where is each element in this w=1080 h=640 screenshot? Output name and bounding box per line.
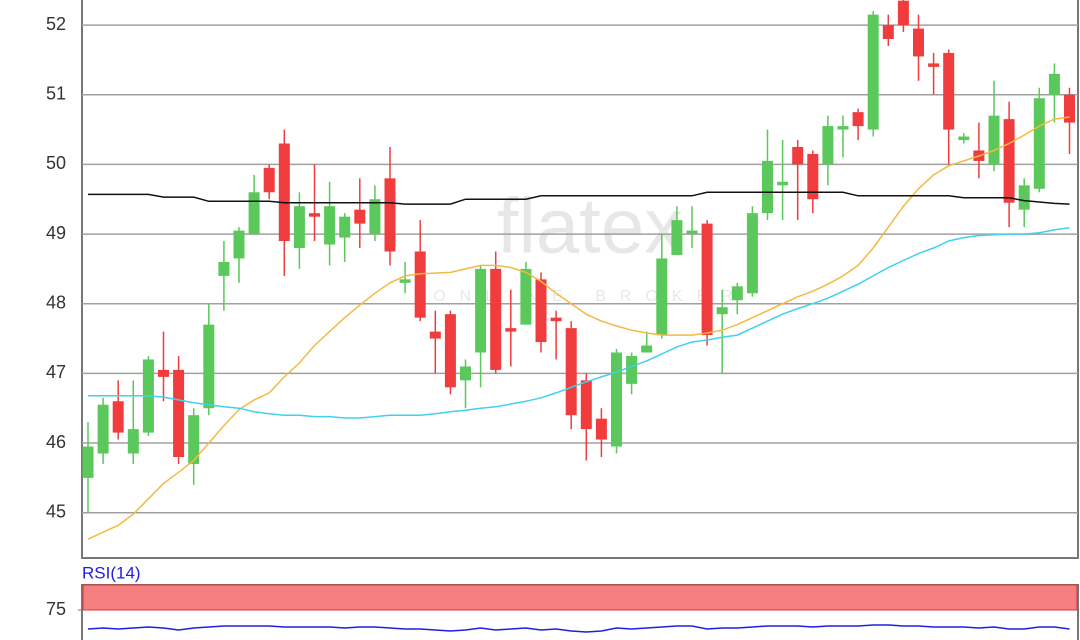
y-tick-label: 48 (46, 292, 66, 312)
price-panel (81, 0, 1079, 559)
candle-body (686, 230, 698, 235)
candle-body (731, 286, 743, 301)
candle-body (837, 126, 849, 130)
candle-body (1018, 185, 1030, 210)
candle-body (203, 324, 215, 409)
candle-body (339, 216, 351, 238)
candle-body (293, 206, 305, 248)
candle-body (746, 213, 758, 294)
y-tick-label: 46 (46, 432, 66, 452)
candle-body (112, 401, 124, 433)
candle-body (218, 261, 230, 276)
rsi-title: RSI(14) (82, 563, 141, 582)
candle-body (444, 314, 456, 388)
candle-body (958, 136, 970, 141)
candle-body (565, 328, 577, 416)
moving-average-line (88, 191, 1070, 205)
candle-body (550, 317, 562, 322)
candle-body (641, 345, 653, 353)
watermark-logo: flatex (497, 182, 683, 270)
candle-body (520, 268, 532, 325)
candle-body (852, 112, 864, 127)
candle-body (233, 230, 245, 259)
candle-body (278, 143, 290, 242)
candle-body (913, 28, 924, 57)
candle-body (535, 279, 547, 343)
y-tick-label: 50 (46, 153, 66, 173)
candle-body (188, 415, 200, 464)
candle-body (369, 199, 381, 235)
candle-body (882, 25, 894, 40)
candle-body (399, 279, 411, 283)
candle-body (656, 258, 668, 336)
candle-body (384, 178, 396, 252)
overbought-band (82, 584, 1078, 611)
candle-body (716, 307, 728, 315)
candle-body (928, 63, 940, 67)
candle-body (475, 268, 487, 353)
candle-body (173, 369, 185, 457)
candle-body (1003, 119, 1015, 203)
candle-body (595, 418, 607, 440)
candle-body (414, 251, 426, 318)
moving-average-line (87, 116, 1070, 540)
candle-body (988, 115, 1000, 165)
candle-body (490, 268, 502, 370)
candle-body (897, 0, 909, 26)
candle-body (1033, 98, 1045, 189)
candle-body (580, 380, 592, 430)
candle-body (1064, 94, 1075, 123)
y-tick-label: 52 (46, 14, 66, 34)
candle-body (762, 160, 773, 214)
candle-body (429, 331, 441, 339)
candle-body (158, 369, 169, 377)
candle-body (460, 366, 471, 381)
candle-body (792, 146, 804, 165)
candle-body (943, 52, 955, 130)
y-tick-label: 75 (46, 599, 66, 619)
candle-body (127, 429, 139, 454)
y-tick-label: 51 (46, 83, 66, 103)
moving-average-line (88, 227, 1070, 419)
candle-body (701, 223, 713, 336)
candle-body (867, 14, 879, 130)
candle-body (324, 206, 336, 245)
candle-body (807, 153, 819, 200)
candle-body (82, 446, 94, 478)
candle-body (626, 355, 638, 384)
candle-body (1048, 73, 1060, 95)
candle-body (248, 192, 260, 235)
y-tick-label: 47 (46, 362, 66, 382)
rsi-line (87, 624, 1070, 633)
candle-body (671, 220, 683, 255)
candle-body (611, 352, 622, 447)
y-tick-label: 49 (46, 223, 66, 243)
candle-body (777, 181, 789, 186)
candle-body (505, 328, 517, 332)
y-tick-label: 45 (46, 501, 66, 521)
candle-body (354, 209, 366, 224)
candle-body (309, 213, 320, 217)
candle-body (263, 167, 275, 193)
candle-body (97, 404, 109, 454)
candle-body (822, 126, 834, 165)
